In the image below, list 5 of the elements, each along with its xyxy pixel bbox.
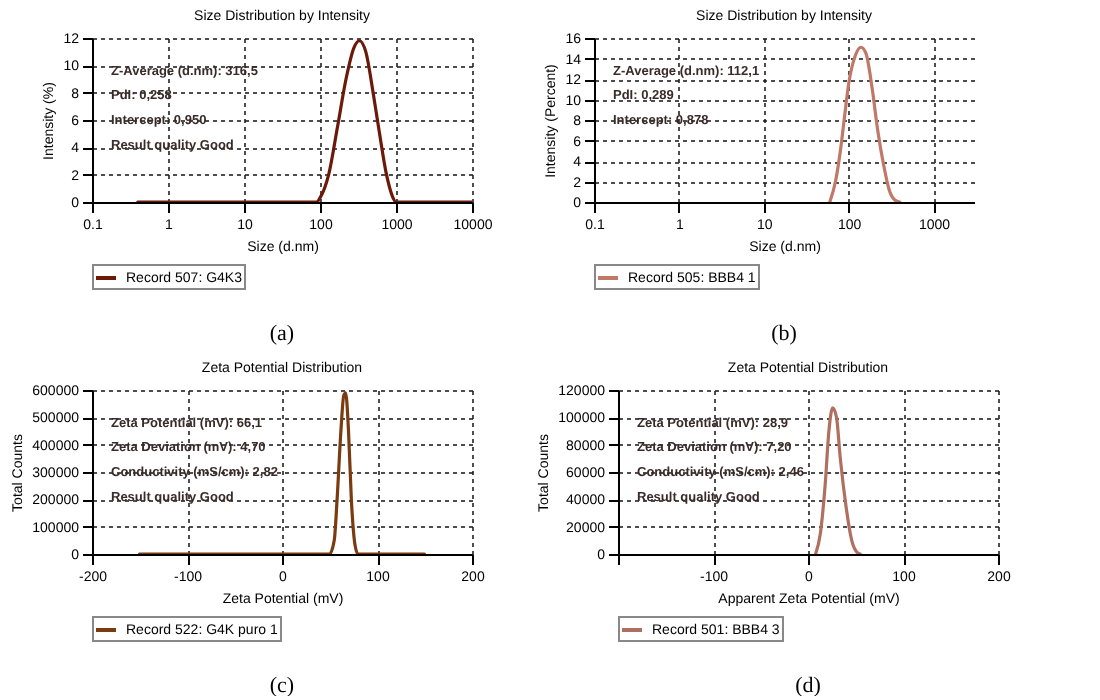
line-series	[814, 406, 862, 554]
text: (c)	[269, 674, 295, 698]
text: (b)	[771, 322, 798, 346]
text: (d)	[795, 674, 822, 698]
text: (a)	[269, 322, 295, 346]
